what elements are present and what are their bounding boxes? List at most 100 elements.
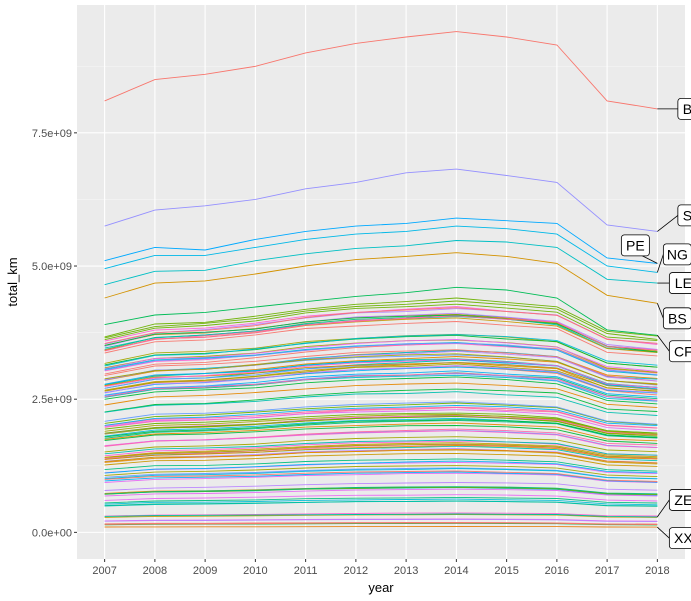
label-text-le: LE — [675, 275, 691, 291]
background-series-line — [104, 436, 658, 453]
background-series-line — [104, 425, 658, 444]
x-tick-label: 2016 — [545, 565, 569, 577]
series-line-xx — [104, 526, 658, 528]
background-series-line — [104, 342, 658, 376]
x-tick-label: 2014 — [444, 565, 468, 577]
label-box-xx — [668, 527, 691, 550]
background-series-line — [104, 376, 658, 405]
background-series-line — [104, 448, 658, 464]
background-series-line — [104, 297, 658, 338]
series-line-cf — [104, 286, 658, 336]
series-line-b — [104, 31, 658, 110]
x-tick-label: 2012 — [344, 565, 368, 577]
label-box-bs — [662, 307, 691, 330]
background-series-line — [104, 488, 658, 497]
background-series-line — [104, 382, 658, 409]
x-axis-title: year — [368, 580, 394, 595]
label-leader-xx — [657, 526, 670, 539]
background-series-line — [104, 307, 658, 344]
x-tick-label: 2008 — [143, 565, 167, 577]
label-box-ze — [668, 489, 691, 511]
label-text-s: S — [683, 207, 691, 223]
background-series-line — [104, 430, 658, 449]
background-series-line — [104, 363, 658, 392]
background-series-line — [104, 314, 658, 353]
background-series-line — [104, 300, 658, 340]
background-series-line — [104, 391, 658, 416]
series-line-ng — [104, 225, 658, 273]
x-tick-label: 2011 — [294, 565, 318, 577]
background-series-line — [104, 402, 658, 426]
background-series-line — [104, 388, 658, 413]
series-line-le — [104, 240, 658, 286]
label-text-ng: NG — [667, 246, 688, 262]
background-series-line — [104, 452, 658, 467]
background-series-line — [104, 372, 658, 401]
background-series-line — [104, 518, 658, 523]
x-tick-label: 2009 — [193, 565, 217, 577]
background-series-line — [104, 353, 658, 385]
background-series-line — [104, 440, 658, 457]
label-box-le — [668, 272, 691, 294]
series-line-bs — [104, 252, 658, 304]
x-tick-label: 2007 — [92, 565, 116, 577]
background-series-line — [104, 512, 658, 517]
label-leader-ze — [657, 499, 670, 518]
background-series-line — [104, 413, 658, 435]
label-text-bs: BS — [668, 310, 687, 326]
label-box-b — [677, 97, 691, 120]
background-series-line — [104, 406, 658, 429]
background-series-line — [104, 467, 658, 480]
background-series-line — [104, 465, 658, 478]
x-tick-label: 2018 — [645, 565, 669, 577]
background-series-line — [104, 521, 658, 525]
x-tick-label: 2013 — [394, 565, 418, 577]
label-box-s — [677, 204, 691, 227]
background-series-line — [104, 439, 658, 456]
background-series-line — [104, 458, 658, 472]
label-text-ze: ZE — [674, 492, 691, 508]
background-series-line — [104, 468, 658, 480]
label-leader-s — [657, 215, 679, 232]
background-series-line — [104, 496, 658, 504]
label-leader-cf — [657, 335, 670, 352]
x-tick-label: 2015 — [494, 565, 518, 577]
background-series-line — [104, 401, 658, 425]
background-series-line — [104, 365, 658, 394]
background-series-line — [104, 444, 658, 460]
background-series-line — [104, 315, 658, 352]
y-axis: 0.0e+00 2.5e+09 5.0e+09 7.5e+09 — [32, 128, 77, 539]
background-series-line — [104, 407, 658, 429]
background-series-line — [104, 494, 658, 502]
background-series-line — [104, 419, 658, 439]
background-series-line — [104, 342, 658, 375]
background-series-line — [104, 422, 658, 442]
background-series-line — [104, 498, 658, 506]
background-series-line — [104, 472, 658, 484]
series-line-pe — [104, 217, 658, 264]
label-text-b: B — [683, 101, 691, 117]
label-box-ng — [662, 243, 691, 266]
background-series-line — [104, 409, 658, 432]
background-series-line — [104, 482, 658, 491]
labeled-series-lines — [104, 31, 658, 528]
y-tick-label: 2.5e+09 — [32, 394, 72, 406]
label-leader-bs — [656, 303, 664, 319]
background-series-line — [104, 339, 658, 372]
background-series-line — [104, 443, 658, 459]
background-series-line — [104, 486, 658, 495]
y-tick-label: 0.0e+00 — [32, 527, 72, 539]
y-axis-title: total_km — [5, 257, 20, 306]
background-series-line — [104, 460, 658, 474]
background-series-line — [104, 334, 658, 367]
background-series-line — [104, 349, 658, 382]
background-series-line — [104, 412, 658, 434]
series-line-ze — [104, 513, 658, 518]
background-series-line — [104, 449, 658, 464]
background-series-lines — [104, 297, 658, 526]
background-series-line — [104, 471, 658, 483]
background-series-line — [104, 415, 658, 435]
background-series-line — [104, 415, 658, 437]
